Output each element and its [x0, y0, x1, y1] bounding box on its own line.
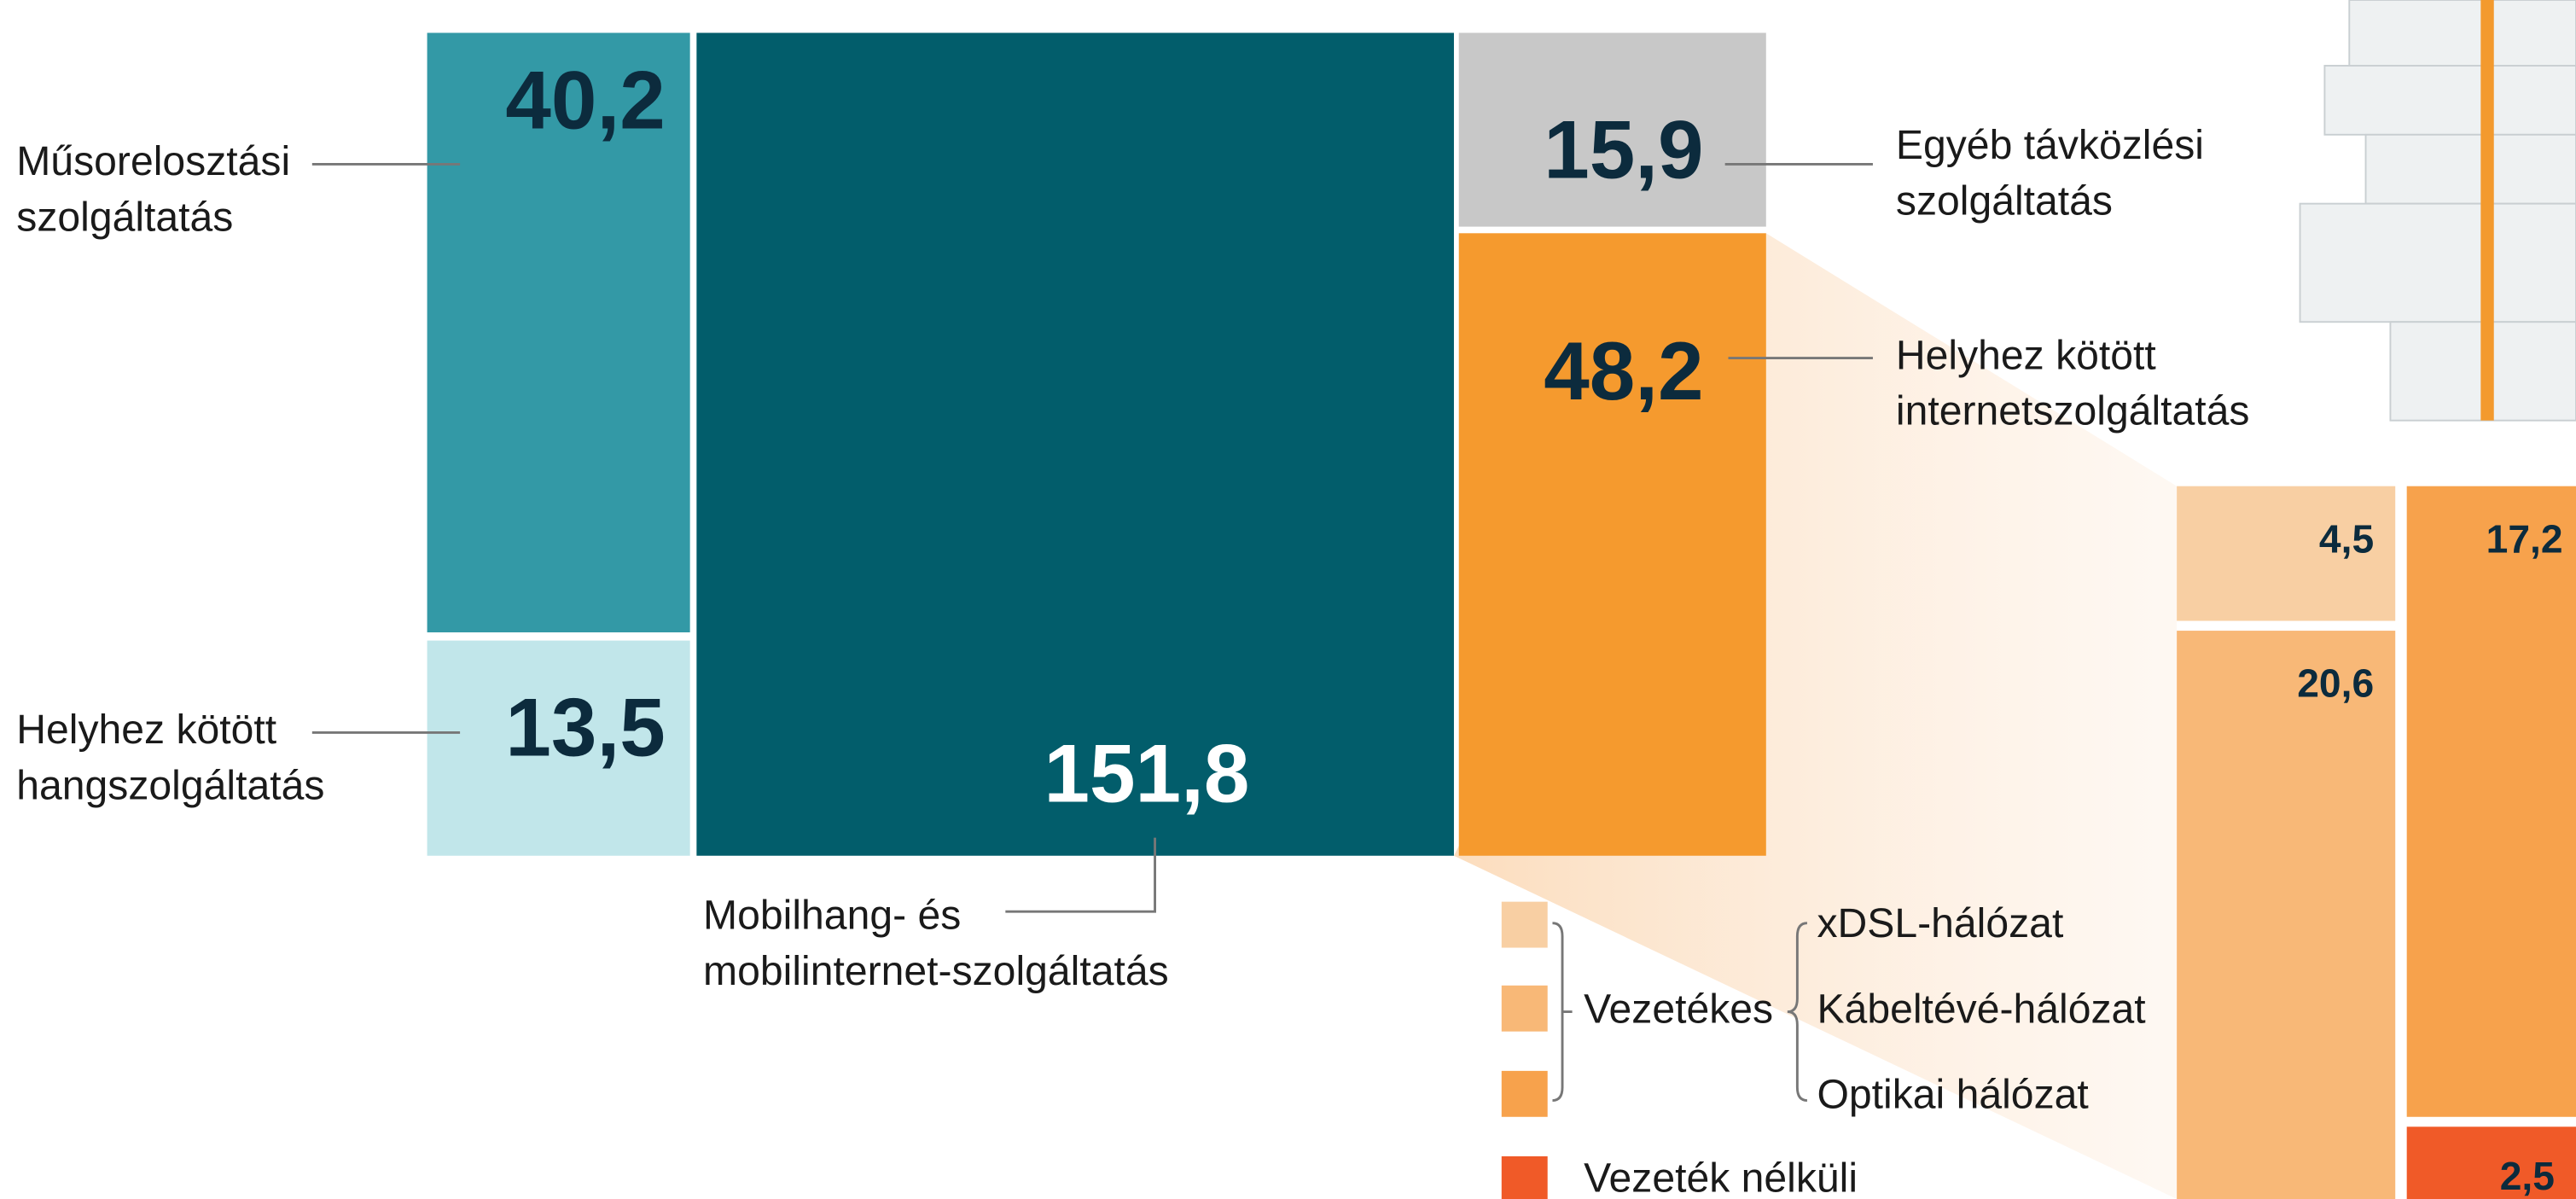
value-label: 40,2	[505, 55, 665, 147]
legend-group-label: Vezetékes	[1584, 986, 1773, 1032]
value-label: 15,9	[1544, 104, 1703, 195]
category-label: mobilinternet-szolgáltatás	[703, 948, 1169, 994]
category-label: Egyéb távközlési	[1896, 122, 2204, 168]
value-label: 17,2	[2486, 516, 2563, 561]
value-label: 20,6	[2297, 661, 2374, 706]
legend-swatch	[1502, 1071, 1548, 1117]
legend-label: Vezeték nélküli	[1584, 1155, 1858, 1199]
value-label: 48,2	[1544, 326, 1703, 417]
category-label: Helyhez kötött	[1896, 332, 2157, 378]
brace	[1552, 923, 1572, 1101]
legend-swatch	[1502, 986, 1548, 1032]
breakdown-cell	[2407, 486, 2576, 1117]
value-label: 13,5	[505, 683, 665, 774]
category-label: Műsorelosztási	[16, 138, 290, 184]
value-label: 151,8	[1044, 729, 1249, 820]
legend-swatch	[1502, 1156, 1548, 1199]
value-label: 2,5	[2500, 1154, 2555, 1198]
category-label: Helyhez kötött	[16, 707, 277, 753]
page: {"chart_data":{"type":"treemap", "items"…	[0, 0, 2576, 1199]
legend-label: Kábeltévé-hálózat	[1817, 986, 2146, 1032]
category-label: internetszolgáltatás	[1896, 388, 2250, 434]
value-label: 4,5	[2319, 516, 2374, 561]
category-label: hangszolgáltatás	[16, 763, 324, 809]
legend-label: xDSL-hálózat	[1817, 900, 2063, 946]
breakdown-cell	[2177, 631, 2395, 1199]
money-icon	[2300, 0, 2576, 421]
legend-swatch	[1502, 902, 1548, 948]
category-label: szolgáltatás	[1896, 178, 2113, 224]
category-label: Mobilhang- és	[703, 893, 961, 939]
legend-label: Optikai hálózat	[1817, 1071, 2089, 1117]
chart: 40,2 Műsorelosztási szolgáltatás 13,5 Helyhe…	[0, 0, 2576, 1199]
category-label: szolgáltatás	[16, 195, 233, 241]
